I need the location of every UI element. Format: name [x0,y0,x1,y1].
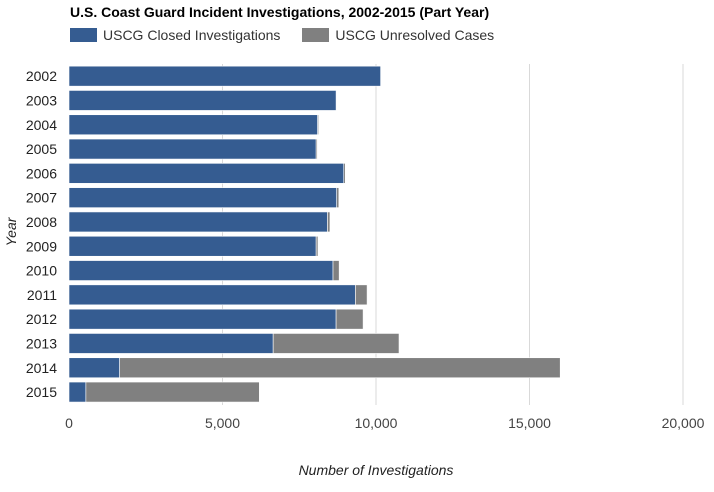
x-axis-ticks: 0 5,000 10,000 15,000 20,000 [65,415,705,431]
bar-closed-2013[interactable] [68,333,274,354]
bar-closed-2003[interactable] [68,90,337,111]
bar-unresolved-2012[interactable] [335,308,364,330]
x-tick-label-15000: 15,000 [508,415,551,431]
bar-unresolved-2005[interactable] [315,138,318,160]
y-tick-label-2007: 2007 [26,190,57,206]
x-tick-label-0: 0 [65,415,73,431]
y-axis-ticks: 2002 2003 2004 2005 2006 2007 2008 2009 2010 2011… [26,68,57,400]
y-tick-label-2011: 2011 [27,287,57,303]
bar-closed-2008[interactable] [68,211,328,233]
x-tick-label-5000: 5,000 [205,415,240,431]
bar-unresolved-2004[interactable] [317,114,319,136]
y-tick-label-2014: 2014 [26,360,57,376]
y-tick-label-2004: 2004 [26,117,57,133]
legend-swatch-unresolved [302,28,330,42]
bar-unresolved-2013[interactable] [272,333,400,354]
bar-closed-2004[interactable] [68,114,318,136]
legend-swatch-closed [70,28,97,42]
y-tick-label-2002: 2002 [26,68,57,84]
y-tick-label-2006: 2006 [26,165,57,181]
bar-closed-2015[interactable] [68,381,87,403]
bar-closed-2011[interactable] [68,284,356,306]
y-tick-label-2013: 2013 [26,335,57,351]
bar-unresolved-2008[interactable] [327,211,331,233]
y-axis-title: Year [3,216,19,246]
bar-closed-2007[interactable] [68,187,338,208]
y-tick-label-2008: 2008 [26,214,57,230]
y-tick-label-2015: 2015 [26,384,57,400]
bar-closed-2009[interactable] [68,235,317,257]
bar-unresolved-2009[interactable] [315,235,319,257]
chart-title: U.S. Coast Guard Incident Investigations… [70,4,490,20]
y-tick-label-2009: 2009 [26,238,57,254]
x-tick-label-10000: 10,000 [355,415,398,431]
bar-unresolved-2014[interactable] [119,357,561,379]
bar-closed-2012[interactable] [68,308,337,330]
legend-item-closed[interactable]: USCG Closed Investigations [70,27,280,43]
bar-closed-2006[interactable] [68,163,345,184]
y-tick-label-2010: 2010 [26,263,57,279]
x-axis-title: Number of Investigations [299,462,454,478]
y-tick-label-2003: 2003 [26,92,57,108]
bar-unresolved-2007[interactable] [336,187,340,208]
y-tick-label-2005: 2005 [26,141,57,157]
bar-closed-2002[interactable] [68,65,381,87]
bar-closed-2014[interactable] [68,357,120,379]
bars [68,65,561,403]
legend: USCG Closed Investigations USCG Unresolv… [70,27,516,43]
bar-unresolved-2015[interactable] [85,381,260,403]
bar-unresolved-2006[interactable] [343,163,346,184]
y-tick-label-2012: 2012 [26,311,57,327]
bar-unresolved-2011[interactable] [355,284,368,306]
legend-label-unresolved: USCG Unresolved Cases [335,27,495,43]
legend-item-unresolved[interactable]: USCG Unresolved Cases [302,27,494,43]
bar-closed-2005[interactable] [68,138,317,160]
bar-closed-2010[interactable] [68,260,334,281]
x-tick-label-20000: 20,000 [662,415,705,431]
bar-unresolved-2010[interactable] [332,260,340,281]
legend-label-closed: USCG Closed Investigations [103,27,281,43]
